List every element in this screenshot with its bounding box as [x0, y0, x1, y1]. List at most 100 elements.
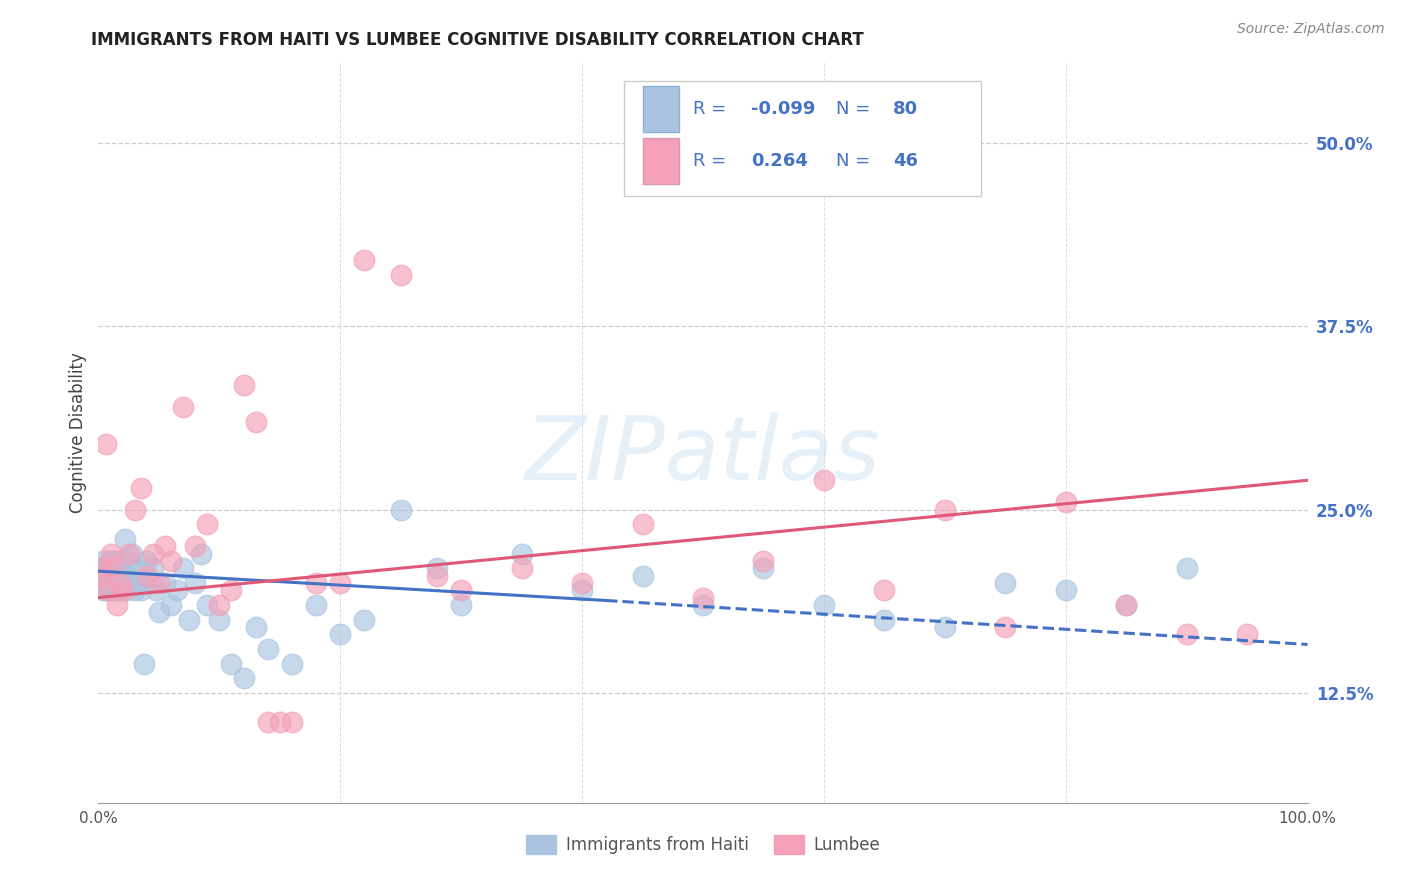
Point [1175, 561, 1198, 575]
Point [1175, 627, 1198, 641]
Point [112, 568, 135, 582]
Point [873, 583, 896, 598]
Point [111, 583, 134, 598]
Point [153, 575, 176, 590]
Point [148, 605, 170, 619]
Point [752, 554, 775, 568]
Point [96, 575, 118, 590]
Point [111, 554, 134, 568]
Point [138, 575, 160, 590]
Point [172, 400, 194, 414]
Point [813, 598, 835, 612]
Point [96, 561, 118, 575]
Point [108, 561, 131, 575]
Point [160, 554, 183, 568]
Point [245, 415, 267, 429]
Point [184, 539, 207, 553]
Point [269, 715, 291, 730]
Point [118, 568, 141, 582]
Point [353, 613, 375, 627]
Point [329, 575, 352, 590]
Point [124, 583, 146, 598]
Point [118, 554, 141, 568]
Text: N =: N = [837, 152, 876, 169]
Point [195, 598, 218, 612]
Point [1115, 598, 1137, 612]
Point [221, 583, 243, 598]
Point [208, 598, 231, 612]
Point [120, 575, 142, 590]
Point [93, 561, 115, 575]
Point [232, 671, 254, 685]
Point [1054, 495, 1077, 509]
Point [934, 502, 956, 516]
Text: Source: ZipAtlas.com: Source: ZipAtlas.com [1237, 22, 1385, 37]
Point [94, 568, 117, 582]
Point [450, 583, 472, 598]
Point [692, 591, 714, 605]
Point [145, 583, 167, 598]
Text: IMMIGRANTS FROM HAITI VS LUMBEE COGNITIVE DISABILITY CORRELATION CHART: IMMIGRANTS FROM HAITI VS LUMBEE COGNITIV… [91, 31, 865, 49]
Point [94, 436, 117, 450]
Point [142, 561, 165, 575]
Point [245, 620, 267, 634]
Point [101, 561, 124, 575]
Point [172, 561, 194, 575]
Text: R =: R = [693, 152, 733, 169]
FancyBboxPatch shape [643, 138, 679, 184]
Text: 80: 80 [893, 100, 918, 118]
Point [129, 481, 152, 495]
Point [107, 575, 129, 590]
Point [195, 517, 218, 532]
Point [232, 378, 254, 392]
Point [104, 554, 127, 568]
Point [115, 583, 138, 598]
Point [571, 583, 593, 598]
Point [93, 575, 115, 590]
Point [135, 568, 157, 582]
Legend: Immigrants from Haiti, Lumbee: Immigrants from Haiti, Lumbee [519, 829, 887, 861]
Point [256, 715, 278, 730]
Point [208, 613, 231, 627]
Point [190, 547, 212, 561]
Point [108, 583, 131, 598]
Point [98, 575, 121, 590]
Point [134, 657, 156, 671]
Point [426, 568, 449, 582]
Point [105, 568, 128, 582]
Point [752, 561, 775, 575]
Point [97, 583, 120, 598]
Point [91, 554, 114, 568]
Point [100, 561, 122, 575]
Point [103, 568, 125, 582]
Point [426, 561, 449, 575]
Y-axis label: Cognitive Disability: Cognitive Disability [69, 352, 87, 513]
Point [121, 547, 143, 561]
Point [103, 583, 125, 598]
Point [631, 568, 654, 582]
Point [934, 620, 956, 634]
Point [129, 583, 152, 598]
Point [281, 657, 304, 671]
Point [101, 554, 124, 568]
Point [90, 568, 112, 582]
Point [153, 539, 176, 553]
Point [389, 268, 412, 282]
Point [813, 473, 835, 487]
Text: 0.264: 0.264 [751, 152, 808, 169]
FancyBboxPatch shape [643, 87, 679, 132]
Point [631, 517, 654, 532]
Point [118, 547, 141, 561]
Point [184, 575, 207, 590]
Point [510, 547, 533, 561]
Point [142, 547, 165, 561]
Point [166, 583, 188, 598]
Text: N =: N = [837, 100, 876, 118]
Point [1115, 598, 1137, 612]
Point [353, 253, 375, 268]
Point [127, 575, 149, 590]
Point [91, 575, 114, 590]
Point [97, 568, 120, 582]
Point [221, 657, 243, 671]
Point [110, 575, 132, 590]
